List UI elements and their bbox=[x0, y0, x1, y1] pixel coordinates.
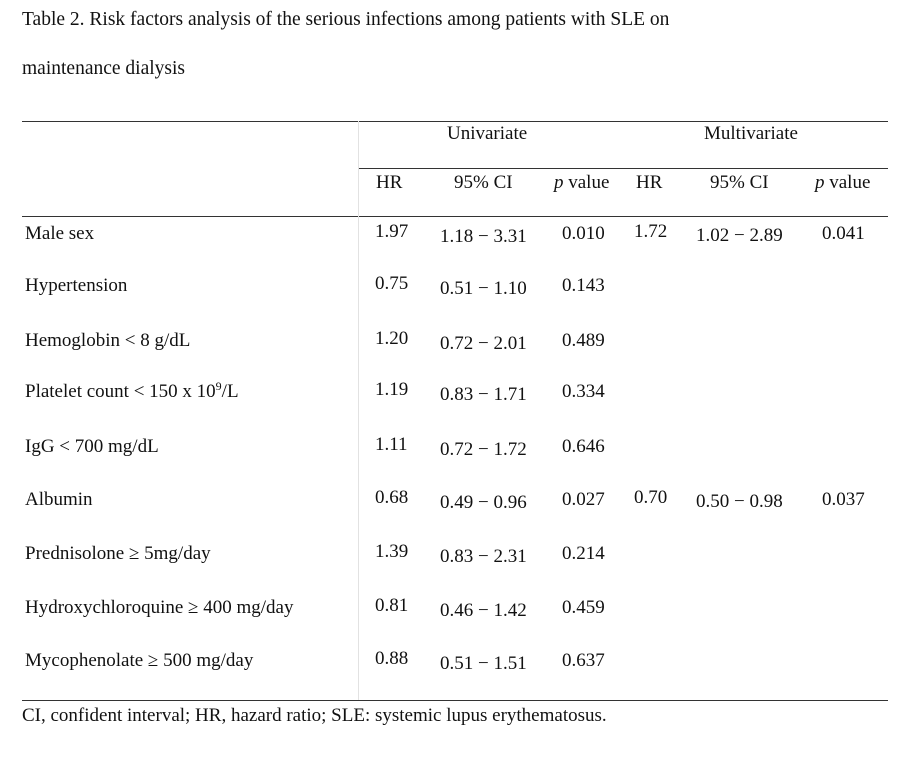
uni-ci-cell: 0.72 − 1.72 bbox=[440, 439, 527, 460]
row-label: Albumin bbox=[25, 489, 93, 510]
row-label: Mycophenolate ≥ 500 mg/day bbox=[25, 650, 254, 671]
table-bottom-rule bbox=[22, 700, 888, 701]
multivariate-rule bbox=[618, 168, 888, 169]
table-caption-line-2: maintenance dialysis bbox=[22, 58, 185, 79]
uni-p-cell: 0.637 bbox=[562, 650, 605, 671]
univariate-rule bbox=[358, 168, 618, 169]
uni-hr-header: HR bbox=[376, 172, 403, 193]
row-label: Platelet count < 150 x 109/L bbox=[25, 379, 239, 403]
uni-ci-cell: 0.49 − 0.96 bbox=[440, 492, 527, 513]
label-superscript: 9 bbox=[215, 379, 222, 393]
uni-p-cell: 0.143 bbox=[562, 275, 605, 296]
row-label: IgG < 700 mg/dL bbox=[25, 436, 159, 457]
uni-ci-cell: 0.83 − 1.71 bbox=[440, 384, 527, 405]
uni-hr-cell: 0.68 bbox=[375, 487, 409, 508]
column-divider bbox=[358, 121, 359, 700]
multivariate-header: Multivariate bbox=[704, 123, 798, 144]
multi-p-header: p value bbox=[815, 172, 870, 194]
header-bottom-rule bbox=[22, 216, 888, 217]
uni-ci-cell: 0.51 − 1.51 bbox=[440, 653, 527, 674]
uni-ci-cell: 0.72 − 2.01 bbox=[440, 333, 527, 354]
multi-ci-cell: 1.02 − 2.89 bbox=[696, 225, 783, 246]
p-rest: value bbox=[824, 172, 871, 193]
multi-ci-cell: 0.50 − 0.98 bbox=[696, 491, 783, 512]
p-rest: value bbox=[563, 172, 610, 193]
multi-hr-header: HR bbox=[636, 172, 663, 193]
table-top-rule bbox=[22, 121, 888, 122]
uni-hr-cell: 1.11 bbox=[375, 434, 408, 455]
uni-hr-cell: 1.20 bbox=[375, 328, 409, 349]
univariate-header: Univariate bbox=[447, 123, 528, 144]
multi-p-cell: 0.041 bbox=[822, 223, 865, 244]
uni-hr-cell: 0.88 bbox=[375, 648, 409, 669]
multi-p-cell: 0.037 bbox=[822, 489, 865, 510]
row-label: Hydroxychloroquine ≥ 400 mg/day bbox=[25, 597, 294, 618]
uni-hr-cell: 0.75 bbox=[375, 273, 409, 294]
uni-p-cell: 0.459 bbox=[562, 597, 605, 618]
label-text: Platelet count < 150 x 10 bbox=[25, 381, 216, 402]
uni-ci-cell: 0.83 − 2.31 bbox=[440, 546, 527, 567]
uni-ci-cell: 0.46 − 1.42 bbox=[440, 600, 527, 621]
uni-hr-cell: 0.81 bbox=[375, 595, 409, 616]
row-label: Hypertension bbox=[25, 275, 128, 296]
uni-p-cell: 0.027 bbox=[562, 489, 605, 510]
uni-p-header: p value bbox=[554, 172, 609, 194]
uni-hr-cell: 1.19 bbox=[375, 379, 409, 400]
row-label: Male sex bbox=[25, 223, 95, 244]
table-footnote: CI, confident interval; HR, hazard ratio… bbox=[22, 705, 607, 726]
uni-ci-header: 95% CI bbox=[454, 172, 513, 193]
multi-hr-cell: 0.70 bbox=[634, 487, 668, 508]
p-italic: p bbox=[554, 172, 564, 193]
uni-ci-cell: 0.51 − 1.10 bbox=[440, 278, 527, 299]
row-label: Hemoglobin < 8 g/dL bbox=[25, 330, 191, 351]
uni-p-cell: 0.646 bbox=[562, 436, 605, 457]
p-italic: p bbox=[815, 172, 825, 193]
row-label: Prednisolone ≥ 5mg/day bbox=[25, 543, 211, 564]
uni-p-cell: 0.010 bbox=[562, 223, 605, 244]
multi-ci-header: 95% CI bbox=[710, 172, 769, 193]
uni-hr-cell: 1.39 bbox=[375, 541, 409, 562]
uni-p-cell: 0.489 bbox=[562, 330, 605, 351]
table-caption-line-1: Table 2. Risk factors analysis of the se… bbox=[22, 9, 670, 30]
uni-hr-cell: 1.97 bbox=[375, 221, 409, 242]
label-unit: /L bbox=[221, 381, 239, 402]
multi-hr-cell: 1.72 bbox=[634, 221, 668, 242]
uni-p-cell: 0.334 bbox=[562, 381, 605, 402]
uni-ci-cell: 1.18 − 3.31 bbox=[440, 226, 527, 247]
uni-p-cell: 0.214 bbox=[562, 543, 605, 564]
